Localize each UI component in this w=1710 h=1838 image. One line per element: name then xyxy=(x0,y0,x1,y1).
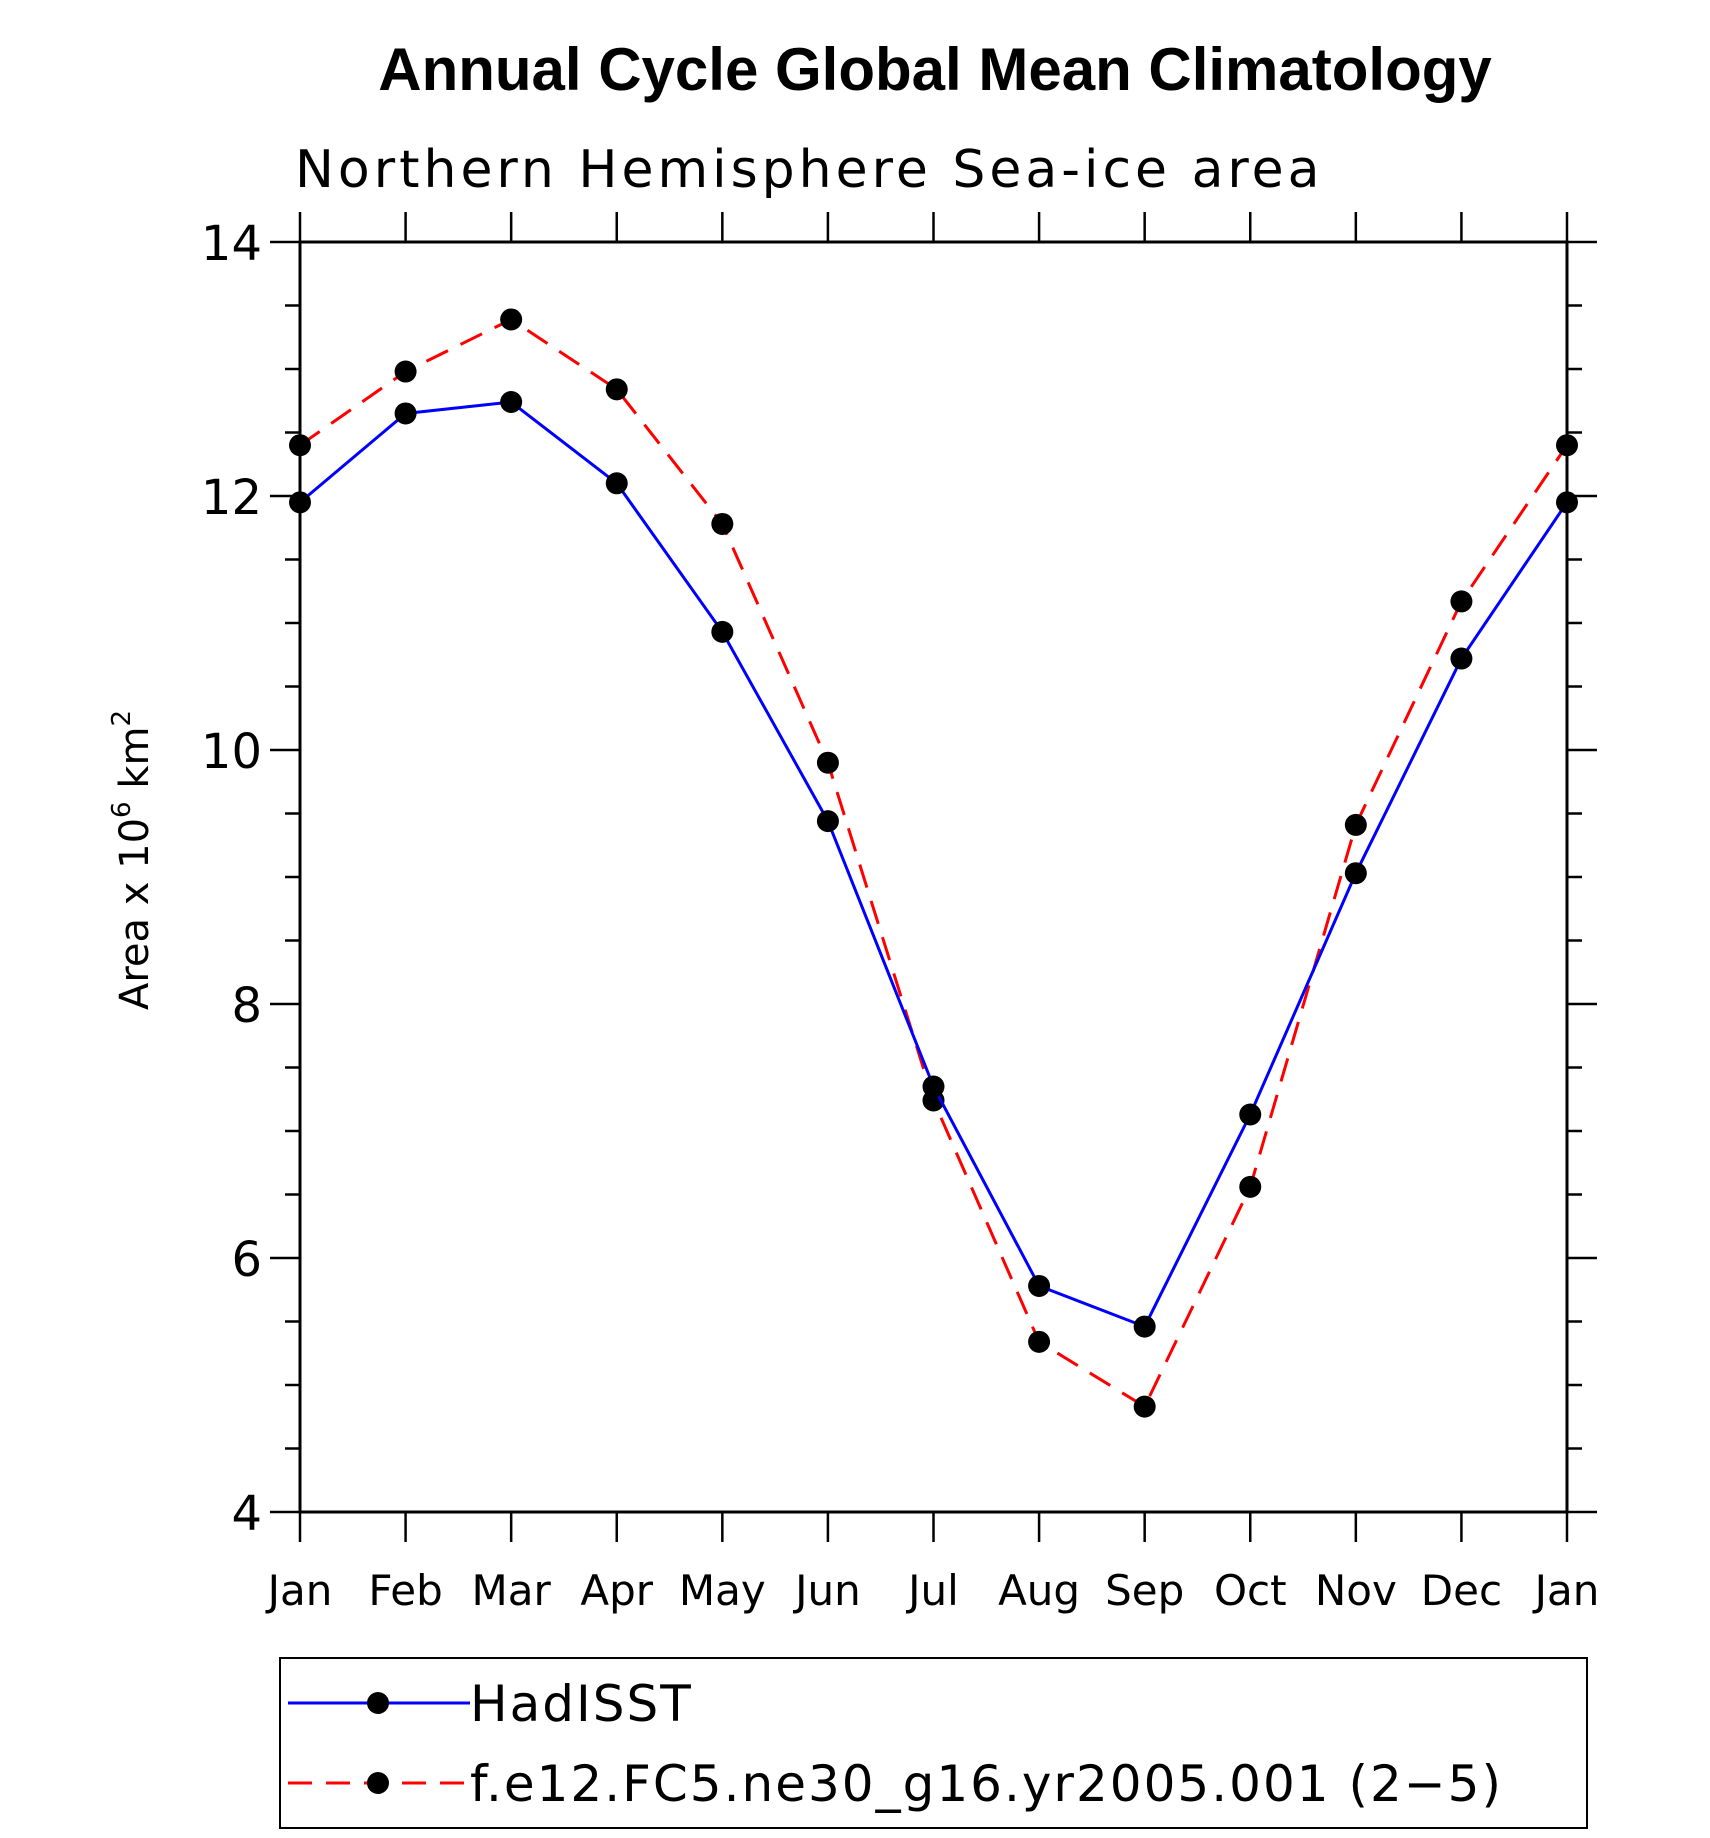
x-tick-label: Mar xyxy=(472,1566,552,1615)
data-point xyxy=(1239,1175,1262,1198)
y-tick-label: 10 xyxy=(201,724,262,780)
data-point xyxy=(394,360,417,383)
x-tick-label: Dec xyxy=(1421,1566,1502,1615)
data-point xyxy=(816,810,839,833)
x-tick-label: Jul xyxy=(905,1566,959,1615)
x-tick-label: Sep xyxy=(1105,1566,1184,1615)
x-tick-label: Jun xyxy=(792,1566,861,1615)
data-point xyxy=(816,751,839,774)
x-axis-ticks: Jan Feb Mar Apr May Jun Jul Aug Sep Oct Nov Dec Jan xyxy=(265,212,1600,1615)
chart-subtitle: Northern Hemisphere Sea-ice area xyxy=(295,140,1324,200)
data-point xyxy=(1133,1395,1156,1418)
y-axis-ticks: 4 6 8 10 12 14 xyxy=(201,216,1597,1542)
data-point xyxy=(1028,1330,1051,1353)
series-group xyxy=(289,391,1578,1338)
data-point xyxy=(1450,647,1473,670)
series-line xyxy=(299,400,1569,1329)
data-point xyxy=(1133,1315,1156,1338)
data-point xyxy=(922,1075,945,1098)
data-point xyxy=(1450,590,1473,613)
data-point xyxy=(605,472,628,495)
x-tick-label: Nov xyxy=(1315,1566,1397,1615)
data-point xyxy=(711,620,734,643)
x-tick-label: Apr xyxy=(580,1566,653,1615)
y-tick-label: 8 xyxy=(231,978,262,1034)
y-tick-label: 14 xyxy=(201,216,262,272)
chart-title: Annual Cycle Global Mean Climatology xyxy=(378,36,1492,103)
x-tick-label: Oct xyxy=(1214,1566,1287,1615)
legend-marker xyxy=(367,1772,389,1794)
data-point xyxy=(1239,1103,1262,1126)
y-axis-label-exponent: 6 xyxy=(107,801,137,818)
series-group xyxy=(289,308,1578,1418)
y-axis-label-unit: km xyxy=(112,727,158,802)
data-point xyxy=(1344,813,1367,836)
series-layer xyxy=(289,308,1578,1418)
data-point xyxy=(605,378,628,401)
y-tick-label: 4 xyxy=(231,1486,262,1542)
data-point xyxy=(1556,434,1578,457)
legend-box xyxy=(279,1657,1588,1829)
x-tick-label: Jan xyxy=(265,1566,333,1615)
data-point xyxy=(500,308,523,331)
series-line xyxy=(299,317,1569,1409)
plot-border xyxy=(298,240,1569,1514)
plot-frame xyxy=(298,240,1569,1514)
x-tick-label: Feb xyxy=(368,1566,442,1615)
legend: HadISST f.e12.FC5.ne30_g16.yr2005.001 (2−… xyxy=(279,1657,1588,1829)
x-tick-label: Jan xyxy=(1532,1566,1600,1615)
y-axis-label-prefix: Area x 10 xyxy=(112,818,158,1010)
legend-entry-label: f.e12.FC5.ne30_g16.yr2005.001 (2−5) xyxy=(470,1755,1503,1813)
data-point xyxy=(394,402,417,425)
x-tick-label: Aug xyxy=(998,1566,1080,1615)
x-tick-label: May xyxy=(679,1566,766,1615)
legend-marker xyxy=(367,1692,389,1714)
data-point xyxy=(711,512,734,535)
y-tick-label: 6 xyxy=(231,1232,262,1288)
y-tick-label: 12 xyxy=(201,470,262,526)
legend-entry-label: HadISST xyxy=(470,1675,693,1733)
data-point xyxy=(1556,491,1578,514)
data-point xyxy=(1344,862,1367,885)
data-point xyxy=(289,491,311,514)
y-axis-label: Area x 106 km2 xyxy=(107,710,158,1010)
data-point xyxy=(1028,1274,1051,1297)
data-point xyxy=(500,391,523,414)
data-point xyxy=(289,434,311,457)
y-axis-label-unit-exponent: 2 xyxy=(107,710,137,727)
